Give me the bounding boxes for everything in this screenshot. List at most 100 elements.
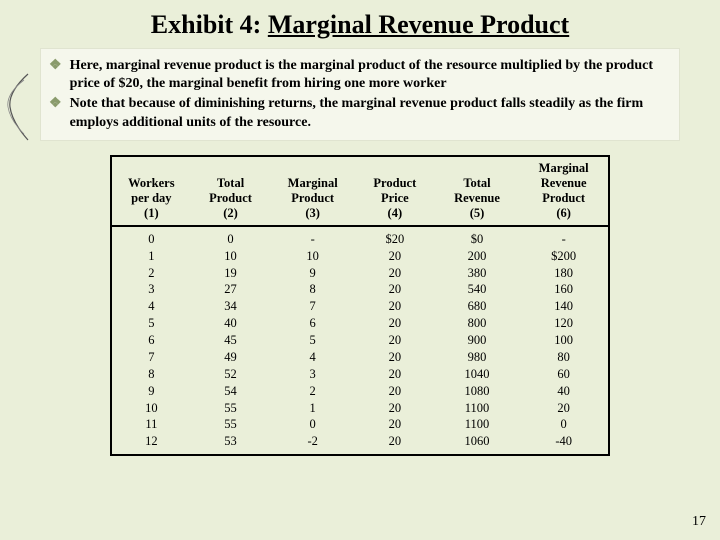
table-cell: 2 [111, 265, 191, 282]
table-row: 852320104060 [111, 366, 609, 383]
table-cell: 3 [111, 281, 191, 298]
table-cell: 540 [435, 281, 520, 298]
table-cell: 380 [435, 265, 520, 282]
table-cell: 27 [191, 281, 271, 298]
table-cell: 53 [191, 433, 271, 455]
table-cell: 0 [270, 416, 355, 433]
table-cell: 20 [355, 248, 435, 265]
table-cell: 6 [111, 332, 191, 349]
table-cell: 20 [355, 349, 435, 366]
table-cell: 180 [519, 265, 609, 282]
bullet-item: ❖ Note that because of diminishing return… [49, 95, 671, 131]
table-header-cell: Workersper day(1) [111, 156, 191, 226]
table-cell: 10 [191, 248, 271, 265]
table-cell: 19 [191, 265, 271, 282]
table-cell: 1 [111, 248, 191, 265]
table-cell: 100 [519, 332, 609, 349]
table-header-cell: ProductPrice(4) [355, 156, 435, 226]
table-cell: 20 [355, 400, 435, 417]
table-cell: 20 [355, 281, 435, 298]
table-row: 434720680140 [111, 298, 609, 315]
table-cell: 4 [111, 298, 191, 315]
table-cell: 40 [191, 315, 271, 332]
table-cell: 52 [191, 366, 271, 383]
table-cell: 20 [355, 265, 435, 282]
table-cell: - [519, 226, 609, 248]
table-cell: 1100 [435, 400, 520, 417]
table-cell: 5 [111, 315, 191, 332]
table-cell: 10 [270, 248, 355, 265]
table-cell: 7 [270, 298, 355, 315]
table-cell: -2 [270, 433, 355, 455]
table-header-cell: MarginalProduct(3) [270, 156, 355, 226]
table-row: 1055120110020 [111, 400, 609, 417]
table-cell: 1100 [435, 416, 520, 433]
table-row: 219920380180 [111, 265, 609, 282]
table-cell: 680 [435, 298, 520, 315]
table-cell: 1 [270, 400, 355, 417]
table-cell: 0 [519, 416, 609, 433]
table-cell: 1080 [435, 383, 520, 400]
diamond-bullet-icon: ❖ [49, 95, 62, 113]
table-cell: 9 [270, 265, 355, 282]
table-cell: 80 [519, 349, 609, 366]
table-cell: 20 [355, 433, 435, 455]
table-cell: 8 [111, 366, 191, 383]
table-cell: 20 [355, 315, 435, 332]
table-cell: 1040 [435, 366, 520, 383]
mrp-table-wrap: Workersper day(1)TotalProduct(2)Marginal… [110, 155, 610, 456]
table-header-cell: TotalProduct(2) [191, 156, 271, 226]
title-prefix: Exhibit 4: [151, 10, 268, 39]
table-cell: 5 [270, 332, 355, 349]
table-header-cell: TotalRevenue(5) [435, 156, 520, 226]
table-cell: 6 [270, 315, 355, 332]
table-cell: $20 [355, 226, 435, 248]
table-cell: 54 [191, 383, 271, 400]
table-row: 1101020200$200 [111, 248, 609, 265]
table-cell: - [270, 226, 355, 248]
table-cell: 0 [111, 226, 191, 248]
table-cell: 0 [191, 226, 271, 248]
table-cell: 200 [435, 248, 520, 265]
table-cell: 49 [191, 349, 271, 366]
table-cell: 55 [191, 416, 271, 433]
table-cell: 160 [519, 281, 609, 298]
table-cell: 1060 [435, 433, 520, 455]
table-row: 74942098080 [111, 349, 609, 366]
bullet-text: Note that because of diminishing returns… [70, 95, 671, 131]
page-number: 17 [692, 514, 706, 530]
table-row: 1253-2201060-40 [111, 433, 609, 455]
table-cell: 20 [519, 400, 609, 417]
table-row: 327820540160 [111, 281, 609, 298]
table-cell: 34 [191, 298, 271, 315]
table-cell: 11 [111, 416, 191, 433]
table-cell: 4 [270, 349, 355, 366]
table-cell: 140 [519, 298, 609, 315]
table-row: 540620800120 [111, 315, 609, 332]
table-cell: 20 [355, 332, 435, 349]
bullet-text: Here, marginal revenue product is the ma… [70, 57, 671, 93]
table-cell: 40 [519, 383, 609, 400]
title-underlined: Marginal Revenue Product [268, 10, 569, 39]
slide-title: Exhibit 4: Marginal Revenue Product [40, 10, 680, 40]
table-cell: 55 [191, 400, 271, 417]
table-header-cell: MarginalRevenueProduct(6) [519, 156, 609, 226]
bullet-block: ❖ Here, marginal revenue product is the m… [40, 48, 680, 141]
table-cell: 20 [355, 383, 435, 400]
table-cell: 800 [435, 315, 520, 332]
table-row: 00-$20$0- [111, 226, 609, 248]
table-row: 645520900100 [111, 332, 609, 349]
page-curl-decoration [0, 72, 30, 142]
table-cell: 9 [111, 383, 191, 400]
table-cell: 8 [270, 281, 355, 298]
table-cell: 2 [270, 383, 355, 400]
table-cell: 20 [355, 416, 435, 433]
table-cell: 980 [435, 349, 520, 366]
table-cell: 20 [355, 366, 435, 383]
table-row: 954220108040 [111, 383, 609, 400]
table-cell: $0 [435, 226, 520, 248]
table-cell: 7 [111, 349, 191, 366]
table-cell: 12 [111, 433, 191, 455]
table-row: 115502011000 [111, 416, 609, 433]
diamond-bullet-icon: ❖ [49, 57, 62, 75]
